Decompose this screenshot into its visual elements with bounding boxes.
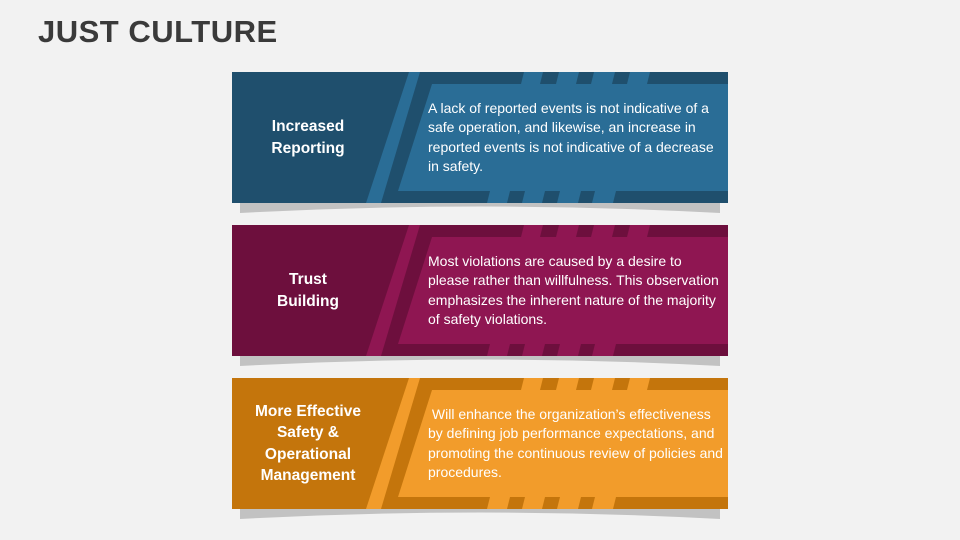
card-heading: More Effective Safety & Operational Mana…: [255, 402, 361, 485]
top-notch: [556, 225, 579, 237]
card-shadow: [240, 509, 720, 519]
bottom-notch: [487, 344, 510, 356]
card-background: [232, 225, 728, 366]
top-notch: [556, 378, 579, 390]
card-heading: Trust Building: [277, 271, 339, 310]
bottom-notch: [522, 497, 545, 509]
top-notch: [591, 378, 615, 390]
slide-title: JUST CULTURE: [38, 14, 278, 49]
bottom-notch: [522, 191, 545, 203]
bottom-notch: [592, 497, 616, 509]
top-notch: [591, 72, 615, 84]
accent-stripe: [366, 378, 420, 509]
card-heading: Increased Reporting: [271, 118, 345, 157]
bottom-notch: [487, 191, 510, 203]
accent-stripe: [366, 225, 420, 356]
card-background: [232, 72, 728, 213]
top-notch: [627, 225, 650, 237]
bottom-notch: [557, 191, 581, 203]
top-notch: [627, 72, 650, 84]
card-trust-building: Trust Building Most violations are cause…: [232, 225, 728, 370]
top-notch: [591, 225, 615, 237]
card-increased-reporting: Increased Reporting A lack of reported e…: [232, 72, 728, 217]
card-description: Most violations are caused by a desire t…: [428, 252, 719, 328]
accent-stripe: [366, 72, 420, 203]
card-description: Will enhance the organization’s effectiv…: [428, 405, 723, 481]
bottom-notch: [592, 191, 616, 203]
card-shadow: [240, 356, 720, 366]
top-notch: [627, 378, 650, 390]
description-panel: [398, 84, 728, 191]
bottom-notch: [592, 344, 616, 356]
bottom-notch: [557, 497, 581, 509]
card-shadow: [240, 203, 720, 213]
bottom-notch: [522, 344, 545, 356]
top-notch: [521, 378, 543, 390]
description-panel: [398, 237, 728, 344]
card-description: A lack of reported events is not indicat…: [428, 99, 714, 175]
card-background: [232, 378, 728, 519]
top-notch: [556, 72, 579, 84]
bottom-notch: [487, 497, 510, 509]
card-effective-management: More Effective Safety & Operational Mana…: [232, 378, 728, 523]
top-notch: [521, 225, 543, 237]
top-notch: [521, 72, 543, 84]
bottom-notch: [557, 344, 581, 356]
description-panel: [398, 390, 728, 497]
